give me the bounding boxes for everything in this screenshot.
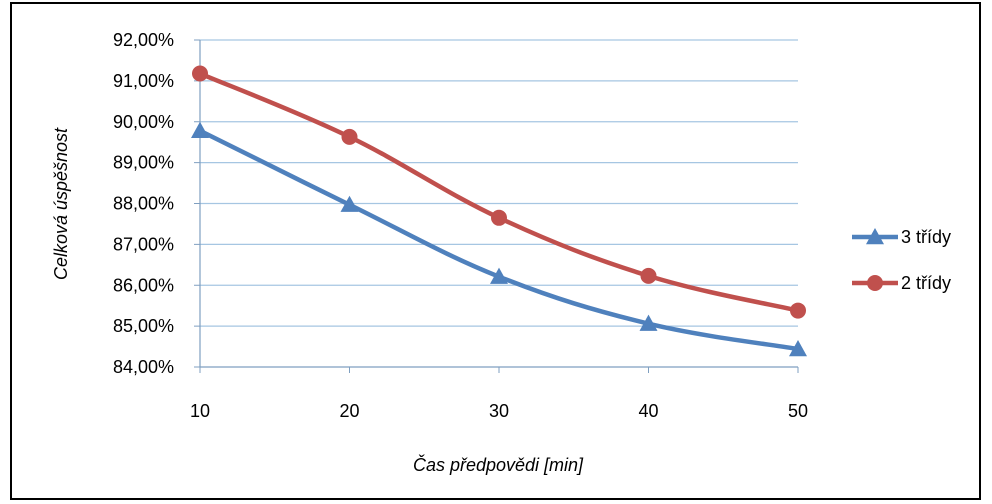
axes	[194, 39, 799, 373]
legend-marker-series-3-tridy	[866, 228, 884, 245]
y-tick-label: 92,00%	[113, 30, 174, 50]
y-tick-label: 84,00%	[113, 357, 174, 377]
series-3-tridy-point	[191, 121, 209, 138]
grid-lines	[200, 39, 798, 327]
x-tick-label: 30	[489, 401, 509, 421]
series-2-tridy-point	[640, 267, 657, 284]
series-2-tridy-point	[341, 128, 358, 145]
y-tick-label: 88,00%	[113, 194, 174, 214]
series-2-tridy-point	[192, 65, 208, 82]
y-tick-label: 87,00%	[113, 234, 174, 254]
x-tick-labels: 10 20 30 40 50	[190, 401, 808, 421]
y-tick-label: 90,00%	[113, 112, 174, 132]
x-axis-title: Čas předpovědi [min]	[413, 454, 584, 475]
x-tick-label: 10	[190, 401, 210, 421]
y-tick-label: 91,00%	[113, 71, 174, 91]
x-tick-label: 20	[339, 401, 359, 421]
chart-frame	[10, 2, 981, 500]
series-3-tridy-point	[789, 340, 807, 357]
y-tick-label: 89,00%	[113, 153, 174, 173]
series-3-tridy-line	[197, 128, 801, 352]
series-2-tridy-point	[790, 302, 806, 319]
legend-label-series-3-tridy: 3 třídy	[901, 227, 951, 247]
x-tick-label: 40	[638, 401, 658, 421]
legend-label-series-2-tridy: 2 třídy	[901, 273, 951, 293]
series-group	[191, 65, 807, 357]
series-3-tridy-point	[639, 314, 658, 331]
series-3-tridy-point	[490, 267, 508, 284]
y-tick-label: 85,00%	[113, 316, 174, 336]
series-2-tridy-point	[491, 209, 507, 226]
y-tick-label: 86,00%	[113, 275, 174, 295]
series-3-tridy-point	[340, 195, 359, 212]
legend-marker-series-2-tridy	[867, 275, 883, 291]
legend: 3 třídy 2 třídy	[852, 227, 951, 293]
y-tick-labels: 84,00% 85,00% 86,00% 87,00% 88,00% 89,00% 90,0…	[113, 30, 174, 377]
x-tick-label: 50	[788, 401, 808, 421]
y-axis-title: Celková úspěšnost	[51, 127, 71, 280]
